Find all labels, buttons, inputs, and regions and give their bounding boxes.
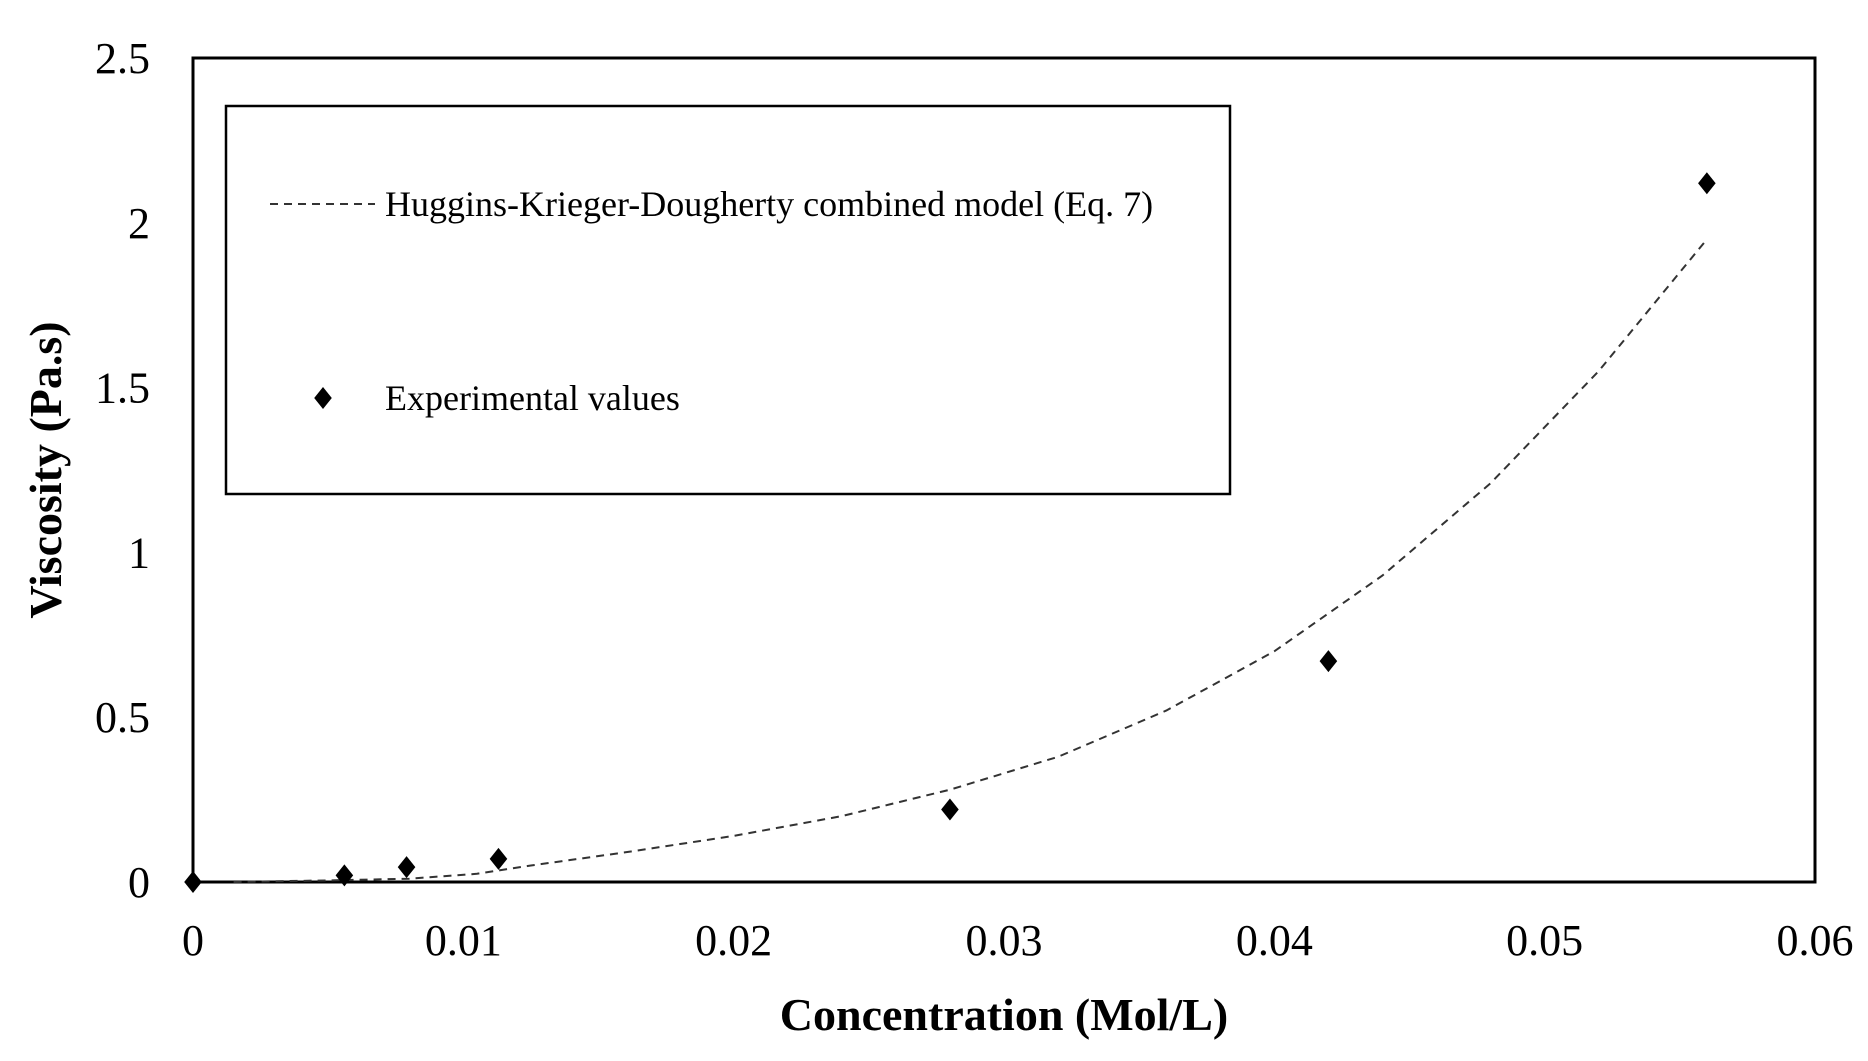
experimental-point	[941, 798, 959, 821]
x-tick-label: 0.03	[966, 916, 1043, 965]
y-tick-label: 2	[128, 199, 150, 248]
experimental-point	[1698, 172, 1716, 195]
curve-layer	[233, 238, 1708, 883]
x-tick-label: 0.04	[1236, 916, 1313, 965]
y-tick-label: 0.5	[95, 693, 150, 742]
experimental-point	[335, 864, 354, 887]
experimental-point	[397, 856, 416, 879]
legend-box	[224, 104, 1232, 496]
y-tick-label: 1	[128, 528, 150, 577]
x-tick-label: 0.05	[1506, 916, 1583, 965]
y-tick-layer: 0 0.5 1 1.5 2 2.5	[95, 34, 150, 907]
experimental-point	[489, 847, 508, 870]
x-tick-label: 0.02	[695, 916, 772, 965]
y-tick-label: 1.5	[95, 364, 150, 413]
experimental-point	[1319, 650, 1338, 673]
x-tick-layer: 0 0.01 0.02 0.03 0.04 0.05 0.06	[182, 916, 1854, 965]
y-tick-label: 2.5	[95, 34, 150, 83]
legend: Huggins-Krieger-Dougherty combined model…	[224, 104, 1232, 496]
x-tick-label: 0	[182, 916, 204, 965]
legend-marker-sample	[314, 387, 332, 409]
marker-layer	[184, 172, 1716, 893]
y-tick-label: 0	[128, 858, 150, 907]
y-axis-title: Viscosity (Pa.s)	[20, 321, 71, 618]
x-axis-title: Concentration (Mol/L)	[780, 989, 1228, 1040]
legend-marker-label: Experimental values	[385, 378, 680, 418]
plot-frame-layer	[191, 56, 1817, 884]
plot-area-frame	[191, 56, 1817, 884]
model-curve-line	[233, 238, 1708, 883]
x-tick-label: 0.01	[425, 916, 502, 965]
legend-line-label: Huggins-Krieger-Dougherty combined model…	[385, 184, 1153, 224]
experimental-point	[184, 871, 202, 893]
x-tick-label: 0.06	[1777, 916, 1854, 965]
